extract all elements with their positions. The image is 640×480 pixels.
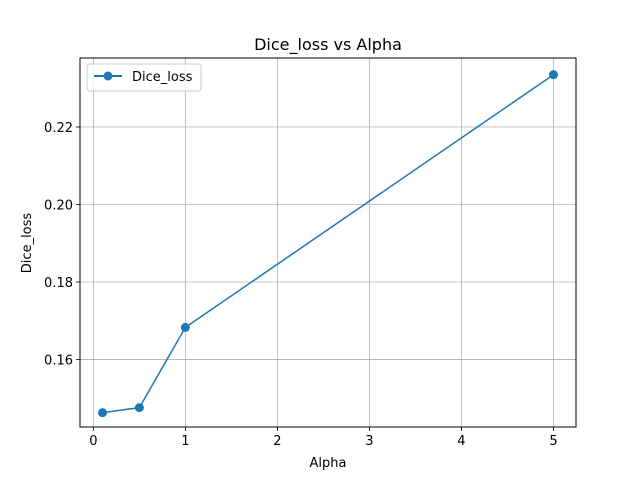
legend: Dice_loss (86, 63, 202, 92)
y-axis-label: Dice_loss (20, 213, 35, 274)
x-tick-label: 5 (549, 434, 557, 449)
data-point (98, 408, 108, 418)
chart-title: Dice_loss vs Alpha (254, 35, 402, 55)
y-tick-label: 0.20 (44, 199, 73, 214)
grid (80, 58, 576, 427)
y-tick-label: 0.22 (44, 121, 73, 136)
plot-frame (79, 57, 577, 428)
x-tick-label: 2 (273, 434, 281, 449)
y-axis: 0.16 0.18 0.20 0.22 (44, 121, 80, 369)
data-point (134, 403, 144, 413)
x-axis-label: Alpha (310, 456, 347, 471)
y-tick-label: 0.18 (44, 276, 73, 291)
x-tick-label: 1 (181, 434, 189, 449)
data-point (548, 70, 558, 80)
x-tick-label: 4 (457, 434, 465, 449)
x-axis: 0 1 2 3 4 5 (89, 427, 558, 449)
y-tick-label: 0.16 (44, 354, 73, 369)
data-point (180, 322, 190, 332)
series-group (98, 70, 558, 418)
x-tick-label: 0 (89, 434, 97, 449)
x-tick-label: 3 (365, 434, 373, 449)
legend-label: Dice_loss (132, 70, 193, 85)
series-line (102, 74, 554, 414)
legend-box (86, 63, 202, 92)
legend-point-marker (103, 71, 113, 81)
